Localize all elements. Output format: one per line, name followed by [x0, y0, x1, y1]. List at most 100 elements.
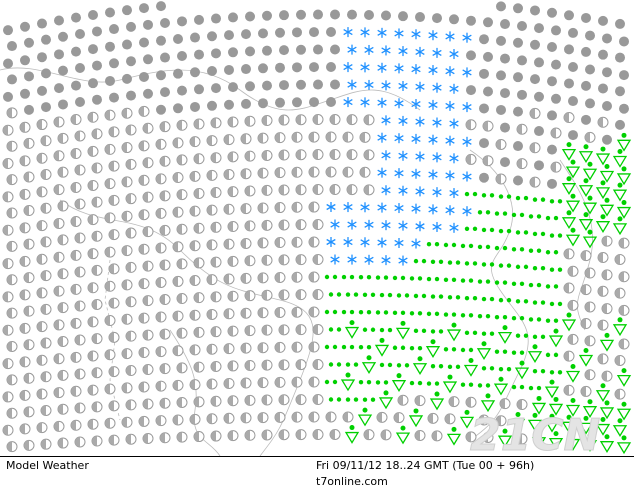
- partly-cloudy: [359, 166, 371, 178]
- overcast: [54, 15, 64, 26]
- snow: [347, 219, 357, 230]
- symbol-fill: [207, 205, 212, 216]
- rain: [362, 327, 376, 332]
- symbol-fill: [3, 325, 8, 336]
- shower-dot: [464, 409, 470, 415]
- rain: [464, 261, 478, 266]
- rain: [498, 194, 512, 199]
- partly-cloudy: [614, 287, 626, 299]
- overcast: [262, 10, 272, 21]
- rain-dot: [455, 260, 461, 265]
- partly-cloudy: [567, 333, 579, 345]
- partly-cloudy: [125, 399, 137, 411]
- rain: [341, 344, 355, 350]
- symbol-fill: [3, 258, 8, 269]
- overcast: [581, 46, 591, 57]
- symbol-fill: [37, 321, 42, 332]
- watermark: 21CN: [470, 410, 600, 461]
- symbol-fill: [109, 366, 114, 377]
- symbol-fill: [245, 395, 250, 406]
- partly-cloudy: [70, 181, 82, 193]
- partly-cloudy: [57, 200, 69, 212]
- partly-cloudy: [138, 174, 150, 186]
- shower-triangle: [514, 367, 530, 380]
- symbol-fill: [224, 134, 229, 145]
- partly-cloudy: [176, 258, 188, 270]
- shower: [497, 428, 513, 448]
- rain: [426, 381, 440, 386]
- partly-cloudy: [70, 148, 82, 160]
- symbol-fill: [449, 396, 454, 407]
- symbol-fill: [160, 294, 165, 305]
- partly-cloudy: [172, 345, 184, 357]
- partly-cloudy: [87, 214, 99, 226]
- overcast: [105, 75, 115, 86]
- rain-dot: [375, 275, 381, 280]
- symbol-fill: [258, 203, 263, 214]
- partly-cloudy: [6, 340, 18, 352]
- rain-dot: [379, 362, 385, 368]
- partly-cloudy: [291, 201, 303, 213]
- shower-dot: [553, 328, 559, 334]
- partly-cloudy: [614, 253, 626, 265]
- rain-dot: [532, 334, 538, 340]
- shower: [612, 317, 628, 337]
- symbol-fill: [173, 172, 178, 183]
- shower-dot: [617, 149, 623, 155]
- overcast: [598, 49, 608, 60]
- rain: [345, 362, 359, 367]
- shower-triangle: [578, 151, 594, 164]
- symbol-fill: [309, 342, 314, 353]
- snow: [347, 254, 357, 265]
- snow-stroke: [449, 85, 459, 92]
- rain: [532, 231, 546, 237]
- shower: [595, 214, 611, 233]
- partly-cloudy: [138, 105, 150, 117]
- shower-triangle: [391, 380, 407, 392]
- overcast: [581, 80, 591, 91]
- overcast: [20, 88, 30, 99]
- snow: [449, 83, 459, 94]
- rain: [498, 263, 512, 268]
- partly-cloudy: [57, 369, 69, 381]
- rain: [477, 279, 491, 284]
- partly-cloudy: [142, 329, 154, 341]
- shower: [442, 374, 458, 394]
- rain-dot: [434, 311, 440, 317]
- shower-triangle: [548, 437, 564, 450]
- partly-cloudy: [57, 234, 69, 246]
- overcast: [513, 72, 523, 83]
- rain: [328, 362, 342, 367]
- shower: [616, 368, 632, 387]
- rain: [477, 383, 491, 388]
- shower-dot: [583, 212, 589, 218]
- snow: [398, 46, 408, 57]
- rain-dot: [400, 275, 406, 281]
- rain-dot: [324, 344, 330, 350]
- partly-cloudy: [240, 237, 252, 249]
- symbol-fill: [619, 238, 624, 249]
- rain: [464, 191, 478, 197]
- shower-triangle: [599, 204, 615, 217]
- overcast: [245, 46, 255, 57]
- snow: [411, 99, 421, 110]
- rain: [328, 292, 342, 297]
- symbol-fill: [7, 107, 12, 118]
- shower-dot: [566, 176, 572, 182]
- shower-triangle: [561, 421, 577, 434]
- symbol-fill: [139, 140, 144, 151]
- symbol-fill: [292, 412, 297, 423]
- symbol-fill: [330, 149, 335, 160]
- partly-cloudy: [516, 433, 528, 445]
- shower-dot: [583, 415, 589, 421]
- partly-cloudy: [40, 438, 52, 450]
- partly-cloudy: [121, 176, 133, 188]
- partly-cloudy: [19, 322, 31, 334]
- shower-triangle: [412, 363, 428, 375]
- shower-triangle: [565, 404, 581, 417]
- rain-dot: [494, 245, 500, 251]
- snow-stroke: [381, 82, 391, 89]
- partly-cloudy: [74, 368, 86, 380]
- shower: [527, 412, 543, 432]
- symbol-fill: [364, 429, 369, 440]
